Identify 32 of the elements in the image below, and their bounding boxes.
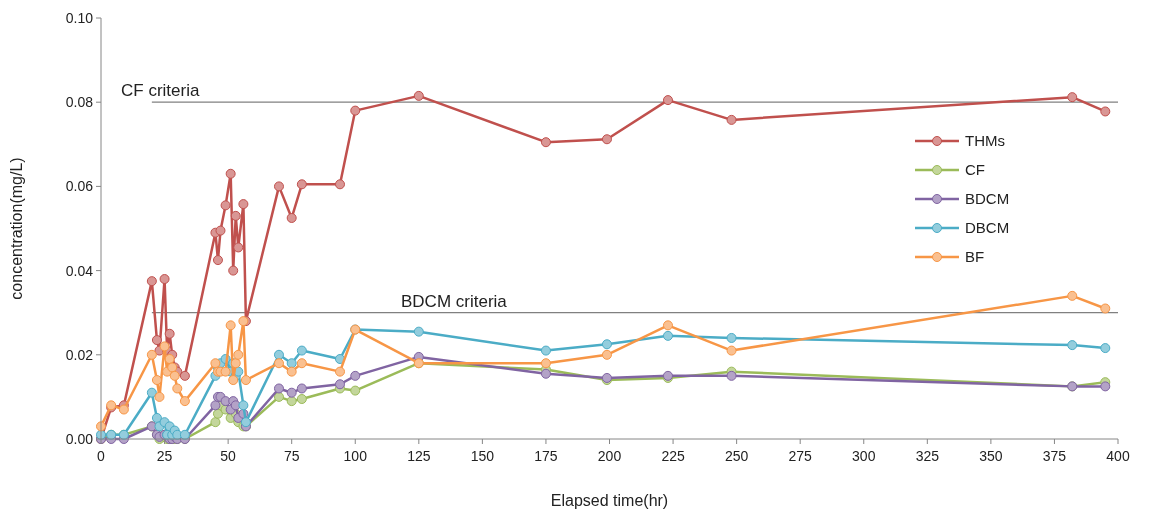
y-axis-title: concentration(mg/L) bbox=[8, 157, 25, 300]
x-tick-label: 175 bbox=[534, 448, 558, 464]
x-tick-label: 325 bbox=[915, 448, 940, 464]
legend-label: DBCM bbox=[965, 219, 1010, 237]
x-tick-label: 150 bbox=[470, 448, 495, 464]
x-tick-label: 250 bbox=[724, 448, 749, 464]
y-tick-label: 0.10 bbox=[65, 9, 94, 26]
x-tick-label: 0 bbox=[97, 448, 106, 464]
legend-label: CF bbox=[965, 161, 985, 179]
x-tick-label: 200 bbox=[597, 448, 622, 464]
y-tick-label: 0.04 bbox=[65, 262, 94, 279]
x-tick-label: 300 bbox=[852, 448, 876, 464]
x-tick-label: 400 bbox=[1106, 448, 1130, 464]
y-tick-label: 0.08 bbox=[65, 94, 94, 111]
legend-label: THMs bbox=[965, 132, 1005, 150]
x-tick-label: 75 bbox=[283, 448, 300, 464]
x-tick-label: 275 bbox=[788, 448, 813, 464]
legend-label: BF bbox=[965, 248, 985, 266]
ref-line-label: CF criteria bbox=[121, 81, 200, 101]
x-tick-label: 225 bbox=[661, 448, 685, 464]
x-tick-label: 125 bbox=[407, 448, 431, 464]
x-tick-label: 350 bbox=[979, 448, 1003, 464]
x-tick-label: 375 bbox=[1042, 448, 1067, 464]
legend-label: BDCM bbox=[965, 190, 1010, 208]
y-tick-label: 0.02 bbox=[65, 346, 94, 363]
x-tick-label: 25 bbox=[156, 448, 173, 464]
x-axis-title: Elapsed time(hr) bbox=[550, 492, 669, 509]
x-tick-label: 50 bbox=[220, 448, 237, 464]
y-tick-label: 0.06 bbox=[65, 178, 94, 195]
ref-line-label: BDCM criteria bbox=[401, 291, 508, 311]
x-tick-label: 100 bbox=[343, 448, 368, 464]
y-tick-label: 0.00 bbox=[65, 430, 94, 447]
